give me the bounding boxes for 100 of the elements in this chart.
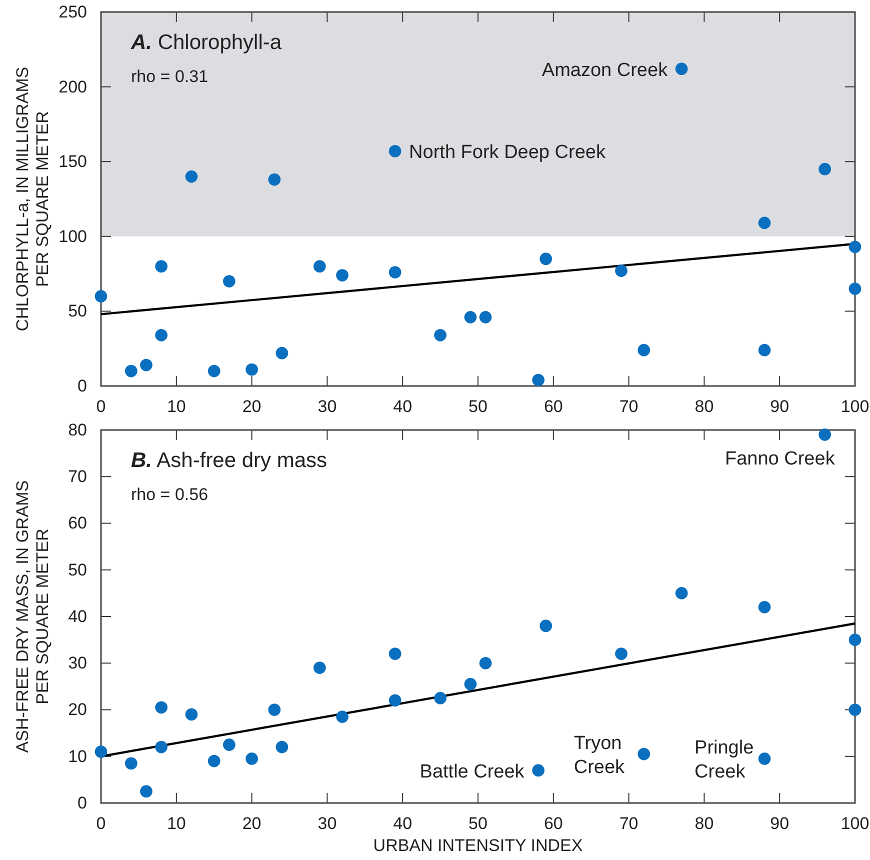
annotation: Pringle Creek bbox=[694, 738, 754, 783]
x-tick-label: 30 bbox=[318, 814, 337, 834]
point bbox=[336, 710, 348, 723]
x-tick-label: 10 bbox=[166, 814, 186, 834]
point bbox=[479, 656, 492, 670]
point bbox=[464, 678, 477, 690]
x-tick-label: 70 bbox=[619, 814, 638, 834]
text: B. Ash-free dry mass bbox=[131, 449, 328, 472]
y-tick-label: 0 bbox=[78, 793, 87, 812]
y-tick-label: 20 bbox=[68, 700, 87, 720]
point bbox=[246, 363, 258, 376]
point bbox=[848, 704, 862, 716]
point bbox=[848, 634, 862, 646]
point bbox=[758, 344, 771, 356]
point bbox=[185, 708, 198, 721]
y-tick-label: 100 bbox=[58, 226, 87, 246]
point bbox=[675, 587, 688, 600]
point bbox=[388, 694, 402, 707]
x-tick-label: 100 bbox=[840, 397, 870, 416]
y-tick-label: 30 bbox=[68, 654, 87, 673]
point bbox=[313, 662, 326, 674]
point bbox=[223, 738, 236, 751]
x-tick-label: 70 bbox=[619, 397, 638, 416]
x-tick-label: 20 bbox=[242, 814, 262, 834]
point bbox=[124, 757, 138, 770]
point bbox=[223, 275, 236, 288]
y-tick-label: 10 bbox=[68, 746, 87, 766]
point bbox=[464, 311, 477, 324]
annotation: Amazon Creek bbox=[542, 60, 668, 81]
annotation: North Fork Deep Creek bbox=[409, 142, 606, 164]
y-tick-label: 60 bbox=[68, 514, 87, 533]
y-axis-title: CHLORPHYLL-a, IN MILLIGRAMS PER SQUARE METER bbox=[13, 66, 52, 332]
point bbox=[638, 344, 650, 356]
point bbox=[208, 364, 220, 378]
x-tick-label: 0 bbox=[96, 814, 106, 834]
y-tick-label: 70 bbox=[68, 467, 87, 486]
point bbox=[540, 252, 552, 266]
y-tick-label: 200 bbox=[58, 77, 87, 96]
annotation: Fanno Creek bbox=[724, 448, 836, 470]
x-tick-label: 40 bbox=[393, 397, 412, 416]
point bbox=[124, 364, 138, 378]
annotation: rho = 0.31 bbox=[131, 67, 208, 86]
y-tick-label: 80 bbox=[68, 420, 87, 440]
x-tick-label: 80 bbox=[694, 814, 714, 834]
point bbox=[276, 740, 288, 754]
annotation: rho = 0.56 bbox=[131, 485, 208, 504]
y-tick-label: 50 bbox=[68, 302, 87, 321]
point bbox=[94, 746, 108, 758]
x-tick-label: 20 bbox=[242, 397, 262, 416]
point bbox=[140, 358, 152, 372]
x-tick-label: 50 bbox=[468, 397, 488, 416]
point bbox=[140, 785, 152, 798]
point bbox=[268, 173, 281, 186]
point bbox=[532, 764, 544, 777]
point bbox=[848, 240, 862, 254]
point bbox=[388, 266, 402, 278]
point bbox=[479, 311, 492, 324]
x-tick-label: 40 bbox=[393, 814, 412, 834]
point bbox=[615, 264, 628, 277]
point bbox=[818, 162, 832, 176]
point bbox=[758, 752, 771, 765]
x-tick-label: 90 bbox=[770, 397, 790, 416]
y-tick-label: 250 bbox=[58, 2, 87, 22]
x-tick-label: 30 bbox=[318, 397, 337, 416]
point bbox=[388, 144, 402, 158]
text: A. Chlorophyll-a bbox=[130, 31, 282, 54]
y-tick-label: 50 bbox=[68, 560, 87, 580]
point bbox=[155, 740, 168, 754]
y-tick-label: 0 bbox=[78, 376, 87, 396]
x-tick-label: 0 bbox=[96, 397, 106, 416]
point bbox=[675, 62, 688, 76]
point bbox=[434, 692, 446, 704]
point bbox=[94, 290, 108, 302]
y-axis-title: ASH-FREE DRY MASS, IN GRAMS PER SQUARE METER bbox=[13, 480, 52, 753]
point bbox=[540, 620, 552, 632]
point bbox=[758, 216, 771, 230]
point bbox=[615, 648, 628, 660]
x-tick-label: 50 bbox=[468, 814, 488, 834]
point bbox=[208, 754, 220, 768]
point bbox=[155, 260, 168, 272]
annotation: Tryon Creek bbox=[574, 733, 626, 778]
x-tick-label: 80 bbox=[694, 397, 714, 416]
point bbox=[155, 701, 168, 714]
point bbox=[758, 601, 771, 614]
point bbox=[155, 328, 168, 342]
annotation: Battle Creek bbox=[420, 761, 525, 782]
x-tick-label: 10 bbox=[166, 397, 186, 416]
point bbox=[185, 170, 198, 183]
point bbox=[276, 346, 288, 360]
point bbox=[848, 282, 862, 295]
x-tick-label: 90 bbox=[770, 814, 790, 834]
point bbox=[532, 374, 544, 386]
point bbox=[434, 328, 446, 342]
point bbox=[246, 752, 258, 765]
point bbox=[388, 648, 402, 660]
point bbox=[638, 748, 650, 760]
point bbox=[313, 260, 326, 272]
x-tick-label: 60 bbox=[544, 397, 563, 416]
x-tick-label: 60 bbox=[544, 814, 563, 834]
x-tick-label: 100 bbox=[840, 814, 870, 834]
